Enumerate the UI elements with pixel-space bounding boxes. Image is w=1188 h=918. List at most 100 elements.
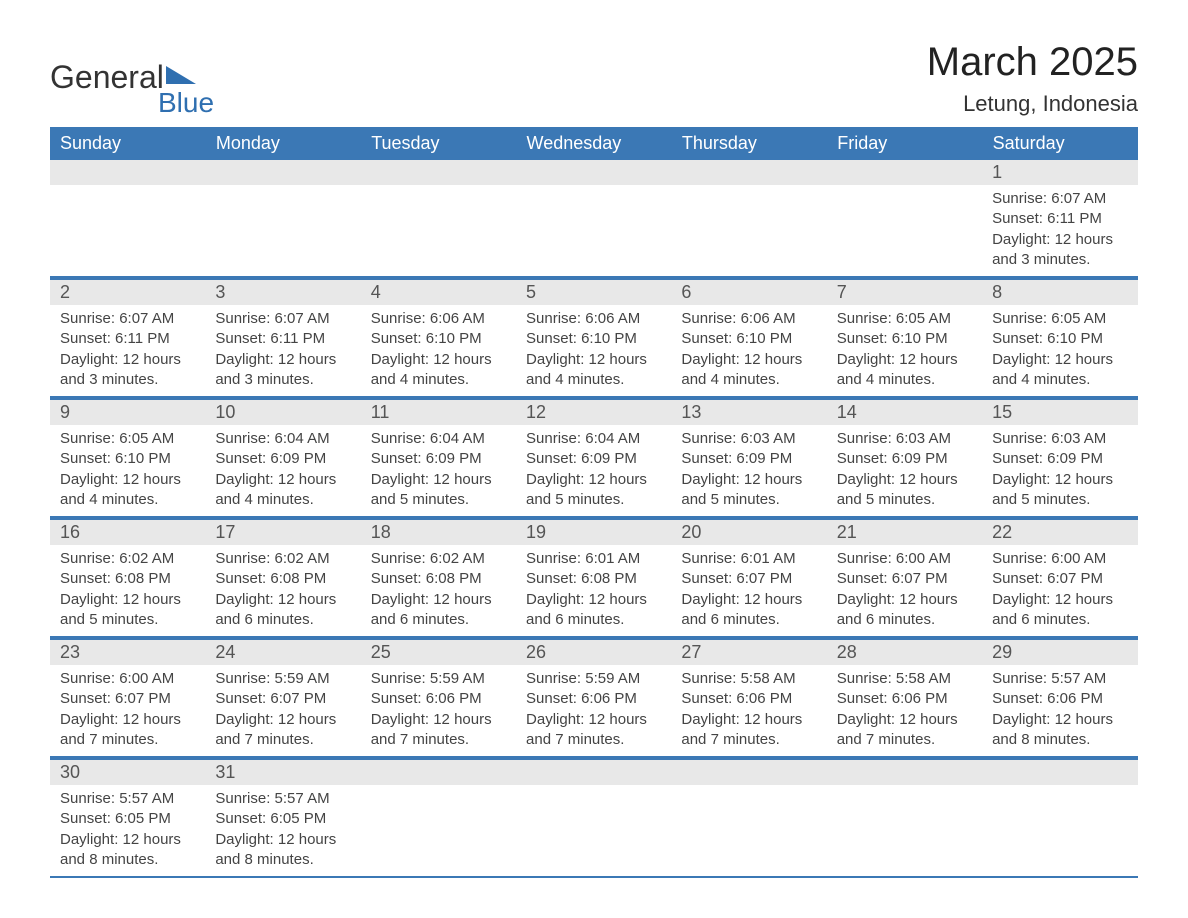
daylight-line: Daylight: 12 hours and 5 minutes. — [371, 470, 506, 511]
sunrise-line: Sunrise: 6:07 AM — [992, 189, 1127, 209]
day-number-cell: 26 — [516, 639, 671, 665]
sunrise-line: Sunrise: 5:57 AM — [992, 669, 1127, 689]
daylight-line: Daylight: 12 hours and 5 minutes. — [681, 470, 816, 511]
sunset-line: Sunset: 6:09 PM — [215, 449, 350, 469]
day-detail-cell — [50, 185, 205, 277]
day-detail-cell: Sunrise: 5:57 AMSunset: 6:06 PMDaylight:… — [982, 665, 1137, 757]
daylight-line: Daylight: 12 hours and 8 minutes. — [60, 830, 195, 871]
daylight-line: Daylight: 12 hours and 6 minutes. — [992, 590, 1127, 631]
day-detail-cell: Sunrise: 6:05 AMSunset: 6:10 PMDaylight:… — [50, 425, 205, 517]
sunrise-line: Sunrise: 6:03 AM — [837, 429, 972, 449]
day-detail-cell — [827, 785, 982, 877]
day-detail-cell: Sunrise: 6:06 AMSunset: 6:10 PMDaylight:… — [671, 305, 826, 397]
day-detail-cell: Sunrise: 6:01 AMSunset: 6:07 PMDaylight:… — [671, 545, 826, 637]
day-number-cell: 22 — [982, 519, 1137, 545]
sunset-line: Sunset: 6:09 PM — [371, 449, 506, 469]
sunset-line: Sunset: 6:08 PM — [215, 569, 350, 589]
sunset-line: Sunset: 6:10 PM — [681, 329, 816, 349]
sunset-line: Sunset: 6:06 PM — [526, 689, 661, 709]
daylight-line: Daylight: 12 hours and 6 minutes. — [215, 590, 350, 631]
day-number-cell: 2 — [50, 279, 205, 305]
sunrise-line: Sunrise: 6:06 AM — [371, 309, 506, 329]
daylight-line: Daylight: 12 hours and 6 minutes. — [837, 590, 972, 631]
day-detail-cell — [361, 185, 516, 277]
day-number-cell — [516, 160, 671, 185]
day-detail-cell: Sunrise: 6:07 AMSunset: 6:11 PMDaylight:… — [50, 305, 205, 397]
day-number-cell: 28 — [827, 639, 982, 665]
day-header: Friday — [827, 127, 982, 160]
sunrise-line: Sunrise: 5:57 AM — [60, 789, 195, 809]
title-block: March 2025 Letung, Indonesia — [927, 40, 1138, 117]
sunrise-line: Sunrise: 6:07 AM — [60, 309, 195, 329]
sunset-line: Sunset: 6:11 PM — [215, 329, 350, 349]
day-number-cell — [982, 759, 1137, 785]
day-number-cell — [205, 160, 360, 185]
sunset-line: Sunset: 6:07 PM — [992, 569, 1127, 589]
day-detail-cell: Sunrise: 6:02 AMSunset: 6:08 PMDaylight:… — [361, 545, 516, 637]
daylight-line: Daylight: 12 hours and 4 minutes. — [60, 470, 195, 511]
sunrise-line: Sunrise: 6:03 AM — [992, 429, 1127, 449]
sunrise-line: Sunrise: 6:06 AM — [681, 309, 816, 329]
day-number-cell: 8 — [982, 279, 1137, 305]
sunset-line: Sunset: 6:10 PM — [371, 329, 506, 349]
daylight-line: Daylight: 12 hours and 7 minutes. — [371, 710, 506, 751]
day-number-cell: 17 — [205, 519, 360, 545]
day-detail-cell — [827, 185, 982, 277]
day-detail-cell: Sunrise: 5:59 AMSunset: 6:07 PMDaylight:… — [205, 665, 360, 757]
daylight-line: Daylight: 12 hours and 4 minutes. — [837, 350, 972, 391]
sunset-line: Sunset: 6:07 PM — [60, 689, 195, 709]
day-number-cell — [671, 759, 826, 785]
daylight-line: Daylight: 12 hours and 4 minutes. — [215, 470, 350, 511]
day-detail-cell — [671, 785, 826, 877]
day-number-cell: 10 — [205, 399, 360, 425]
sunrise-line: Sunrise: 6:06 AM — [526, 309, 661, 329]
sunset-line: Sunset: 6:07 PM — [837, 569, 972, 589]
day-detail-cell: Sunrise: 6:06 AMSunset: 6:10 PMDaylight:… — [516, 305, 671, 397]
sunset-line: Sunset: 6:09 PM — [526, 449, 661, 469]
sunset-line: Sunset: 6:09 PM — [992, 449, 1127, 469]
sunset-line: Sunset: 6:10 PM — [60, 449, 195, 469]
daylight-line: Daylight: 12 hours and 8 minutes. — [992, 710, 1127, 751]
day-detail-cell: Sunrise: 6:00 AMSunset: 6:07 PMDaylight:… — [982, 545, 1137, 637]
location-label: Letung, Indonesia — [927, 91, 1138, 117]
day-number-cell: 24 — [205, 639, 360, 665]
sunset-line: Sunset: 6:06 PM — [837, 689, 972, 709]
sunrise-line: Sunrise: 5:58 AM — [681, 669, 816, 689]
daylight-line: Daylight: 12 hours and 5 minutes. — [837, 470, 972, 511]
day-number-cell: 9 — [50, 399, 205, 425]
day-detail-cell — [516, 185, 671, 277]
day-detail-cell: Sunrise: 6:00 AMSunset: 6:07 PMDaylight:… — [827, 545, 982, 637]
day-detail-cell — [982, 785, 1137, 877]
sunset-line: Sunset: 6:05 PM — [60, 809, 195, 829]
day-detail-cell: Sunrise: 6:03 AMSunset: 6:09 PMDaylight:… — [671, 425, 826, 517]
daylight-line: Daylight: 12 hours and 5 minutes. — [60, 590, 195, 631]
sunset-line: Sunset: 6:08 PM — [526, 569, 661, 589]
daylight-line: Daylight: 12 hours and 3 minutes. — [60, 350, 195, 391]
day-number-cell: 3 — [205, 279, 360, 305]
sunrise-line: Sunrise: 5:59 AM — [371, 669, 506, 689]
day-detail-cell: Sunrise: 6:04 AMSunset: 6:09 PMDaylight:… — [361, 425, 516, 517]
sunrise-line: Sunrise: 6:05 AM — [837, 309, 972, 329]
daylight-line: Daylight: 12 hours and 7 minutes. — [60, 710, 195, 751]
calendar-table: SundayMondayTuesdayWednesdayThursdayFrid… — [50, 127, 1138, 878]
sunset-line: Sunset: 6:10 PM — [526, 329, 661, 349]
day-detail-cell — [671, 185, 826, 277]
header: General Blue March 2025 Letung, Indonesi… — [50, 40, 1138, 117]
day-number-cell: 27 — [671, 639, 826, 665]
sunrise-line: Sunrise: 6:07 AM — [215, 309, 350, 329]
day-detail-cell — [516, 785, 671, 877]
daylight-line: Daylight: 12 hours and 4 minutes. — [992, 350, 1127, 391]
day-number-cell — [671, 160, 826, 185]
sunrise-line: Sunrise: 6:03 AM — [681, 429, 816, 449]
day-header: Tuesday — [361, 127, 516, 160]
sunset-line: Sunset: 6:05 PM — [215, 809, 350, 829]
daylight-line: Daylight: 12 hours and 3 minutes. — [215, 350, 350, 391]
sunrise-line: Sunrise: 6:02 AM — [60, 549, 195, 569]
day-header: Sunday — [50, 127, 205, 160]
day-number-cell: 7 — [827, 279, 982, 305]
day-number-cell: 6 — [671, 279, 826, 305]
sunset-line: Sunset: 6:11 PM — [60, 329, 195, 349]
day-detail-cell: Sunrise: 5:58 AMSunset: 6:06 PMDaylight:… — [671, 665, 826, 757]
calendar-header-row: SundayMondayTuesdayWednesdayThursdayFrid… — [50, 127, 1138, 160]
day-number-cell — [361, 160, 516, 185]
